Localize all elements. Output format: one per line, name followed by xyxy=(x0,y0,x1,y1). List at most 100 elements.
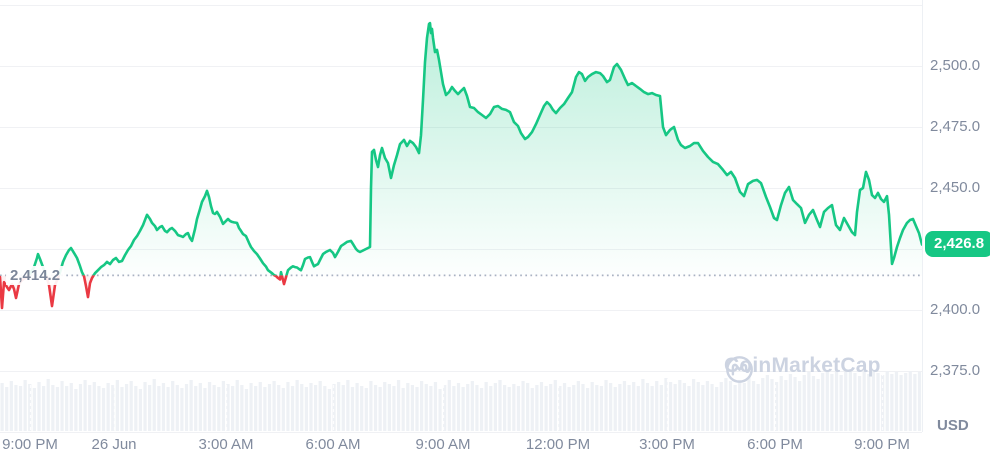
volume-bar xyxy=(83,380,87,431)
volume-bar xyxy=(240,385,244,431)
volume-bar xyxy=(124,384,129,431)
volume-bar xyxy=(484,382,488,431)
volume-bar xyxy=(313,385,318,431)
volume-bar xyxy=(544,386,548,431)
volume-bar xyxy=(286,382,290,431)
y-axis-unit-label: USD xyxy=(937,417,969,434)
volume-bar xyxy=(369,381,373,431)
volume-bar xyxy=(78,384,83,431)
volume-bar xyxy=(493,383,497,431)
volume-bar xyxy=(659,385,663,431)
volume-bar xyxy=(378,387,382,431)
volume-bar xyxy=(452,386,456,431)
volume-bar xyxy=(9,381,13,431)
volume-bar xyxy=(724,378,728,431)
volume-bar xyxy=(899,375,903,431)
volume-bar xyxy=(636,386,640,431)
volume-bar xyxy=(295,380,299,431)
volume-bar xyxy=(811,376,816,431)
y-axis-label: 2,450.0 xyxy=(930,179,981,196)
volume-bar xyxy=(475,385,479,431)
volume-bar xyxy=(258,382,262,431)
volume-bar xyxy=(157,386,161,431)
volume-bar xyxy=(894,372,899,431)
volume-bar xyxy=(383,382,387,431)
volume-bar xyxy=(364,388,368,431)
volume-bar xyxy=(69,383,73,431)
volume-bar xyxy=(263,387,267,431)
volume-bar xyxy=(765,375,769,431)
volume-bar xyxy=(341,385,345,431)
volume-bar xyxy=(512,384,516,431)
volume-bar xyxy=(715,387,719,431)
volume-bar xyxy=(604,380,608,431)
volume-bar xyxy=(23,380,27,431)
price-line-up xyxy=(27,21,922,276)
volume-bar xyxy=(18,386,23,431)
volume-bar xyxy=(32,388,36,431)
y-axis-label: 2,475.0 xyxy=(930,118,981,135)
volume-bar xyxy=(221,381,226,431)
volume-bar xyxy=(738,380,742,431)
x-axis-label: 12:00 PM xyxy=(525,436,591,453)
volume-bar xyxy=(489,386,493,431)
volume-bar xyxy=(332,384,336,431)
volume-bar xyxy=(761,378,765,431)
volume-bar xyxy=(655,381,659,431)
volume-bar xyxy=(171,381,175,431)
volume-bar xyxy=(890,374,894,431)
volume-bar xyxy=(498,380,502,431)
volume-bar xyxy=(55,387,60,431)
volume-bar xyxy=(844,372,848,431)
volume-bar xyxy=(876,373,880,431)
volume-bar xyxy=(267,384,272,431)
volume-bar xyxy=(60,381,64,431)
volume-bar xyxy=(871,370,876,431)
volume-bar xyxy=(834,371,839,431)
volume-bar xyxy=(138,389,143,431)
volume-bar xyxy=(839,375,843,431)
volume-bar xyxy=(599,386,604,431)
volume-bar xyxy=(323,386,327,431)
volume-bar xyxy=(733,385,737,431)
y-axis-label: 2,375.0 xyxy=(930,362,981,379)
price-chart-canvas[interactable] xyxy=(0,0,923,433)
volume-bar xyxy=(788,374,793,431)
volume-bar xyxy=(784,380,788,431)
volume-bar xyxy=(802,375,806,431)
volume-bar xyxy=(46,379,50,431)
volume-bar xyxy=(373,385,378,431)
volume-bar xyxy=(581,384,585,431)
volume-bar xyxy=(719,382,723,431)
volume-bar xyxy=(41,386,46,431)
volume-bar xyxy=(28,384,32,431)
volume-bar xyxy=(37,382,41,431)
volume-bar xyxy=(862,371,866,431)
volume-bar xyxy=(521,381,525,431)
volume-bar xyxy=(770,379,774,431)
volume-bar xyxy=(793,377,797,431)
volume-bar xyxy=(207,382,212,431)
volume-bar xyxy=(516,386,521,431)
volume-bar xyxy=(304,387,308,431)
volume-bar xyxy=(664,378,668,431)
volume-bar xyxy=(198,383,202,431)
volume-bar xyxy=(143,382,147,431)
volume-bar xyxy=(595,385,599,431)
volume-bar xyxy=(318,381,322,431)
x-axis-label: 9:00 PM xyxy=(854,436,910,453)
volume-bar xyxy=(696,382,700,431)
volume-bar xyxy=(622,381,627,431)
volume-bar xyxy=(161,383,166,431)
volume-bar xyxy=(867,374,871,431)
volume-bar xyxy=(908,371,912,431)
volume-bar xyxy=(420,381,424,431)
volume-bar xyxy=(226,384,230,431)
x-axis-label: 3:00 AM xyxy=(198,436,254,453)
volume-bar xyxy=(816,379,820,431)
y-axis-label: 2,400.0 xyxy=(930,301,981,318)
volume-bar xyxy=(585,388,590,431)
volume-bar xyxy=(290,386,295,431)
volume-bar xyxy=(830,374,834,431)
